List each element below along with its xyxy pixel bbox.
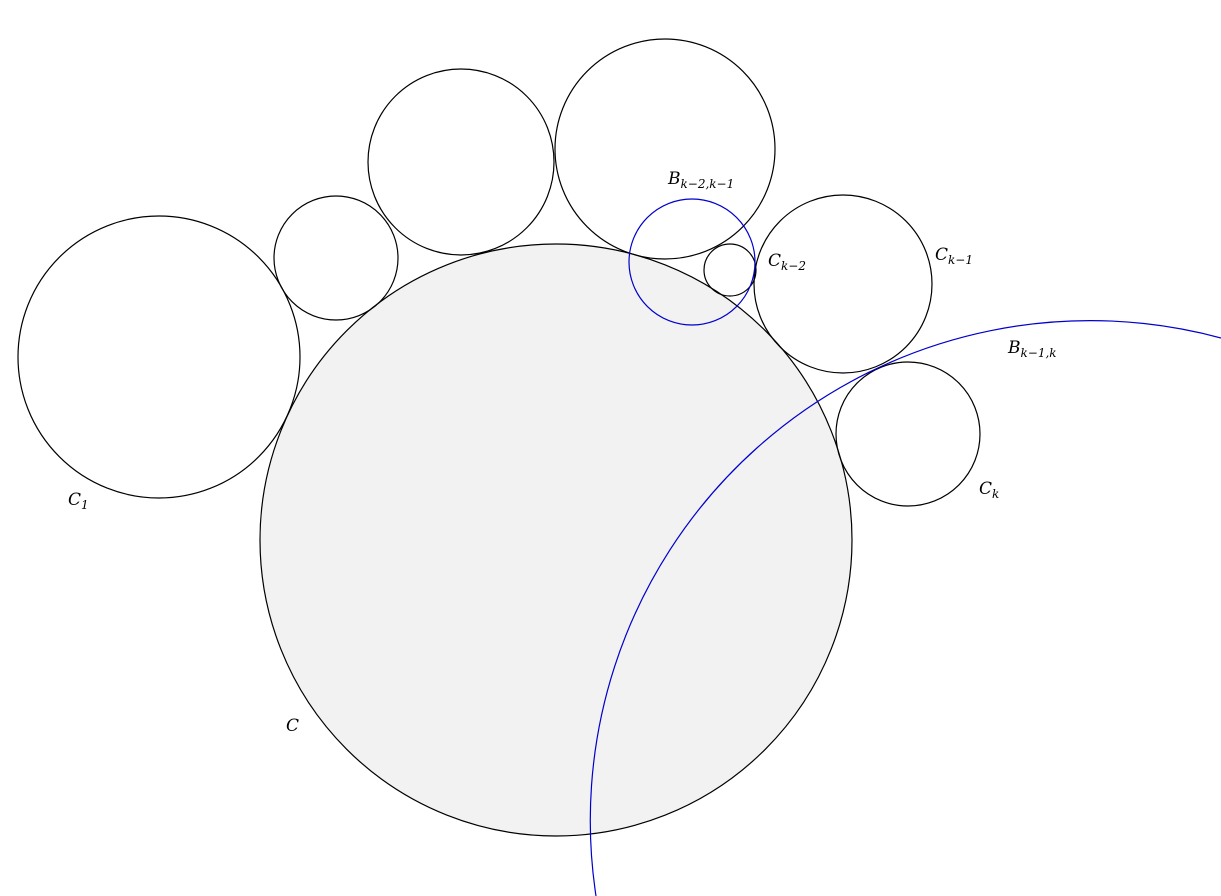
circle-c-k-minus-2 [703,243,757,297]
label-c-k-minus-1: Ck−1 [935,245,973,267]
label-b-k-minus-1-k: Bk−1,k [1007,338,1057,360]
label-c-k-minus-2: Ck−2 [768,251,806,273]
circle-b-k-minus-2-k-minus-1 [628,198,756,326]
label-c: C [286,716,299,736]
circle-2 [273,195,399,321]
circle-3 [367,68,555,256]
circle-c1 [17,215,301,499]
label-b-k-minus-2-k-minus-1: Bk−2,k−1 [667,169,734,191]
arc-b-k-minus-1-k [589,320,1221,896]
circle-c [259,243,853,837]
label-c1: C1 [68,490,89,512]
circle-c-k-minus-1 [753,194,933,374]
circle-4 [554,38,776,260]
label-c-k: Ck [979,479,999,501]
circle-c-k [835,361,981,507]
